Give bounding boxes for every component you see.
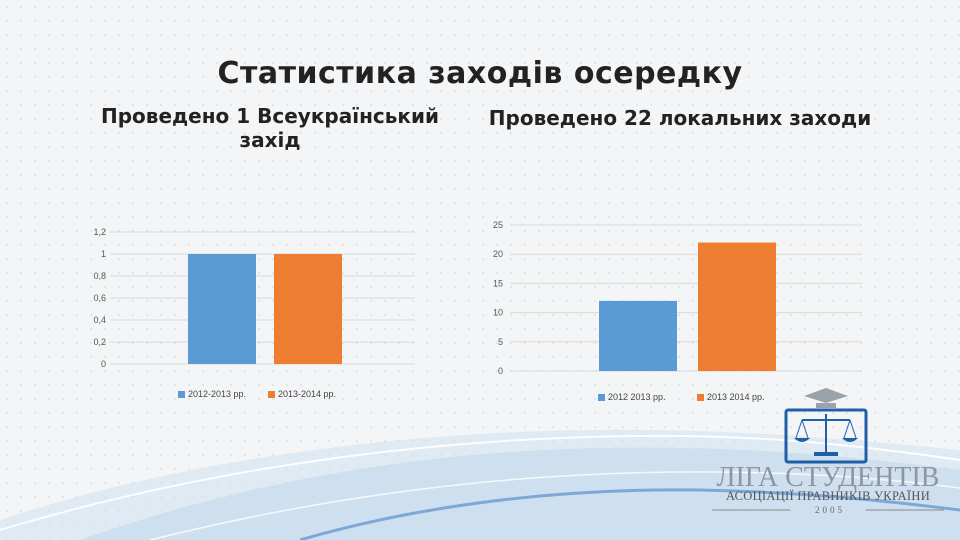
decorative-swoosh xyxy=(0,429,960,540)
bar xyxy=(188,254,256,364)
legend-label: 2013-2014 рр. xyxy=(278,389,336,399)
y-tick-label: 0,2 xyxy=(93,337,106,347)
y-tick-label: 0 xyxy=(101,359,106,369)
logo-title: ЛІГА СТУДЕНТІВ xyxy=(717,462,940,493)
y-tick-label: 0,8 xyxy=(93,271,106,281)
y-tick-label: 0,4 xyxy=(93,315,106,325)
y-tick-label: 0 xyxy=(498,366,503,376)
logo: ЛІГА СТУДЕНТІВ АСОЦІАЦІЇ ПРАВНИКІВ УКРАЇ… xyxy=(712,388,944,515)
chart-2-subtitle: Проведено 22 локальних заходи xyxy=(488,106,872,130)
slide-title: Статистика заходів осередку xyxy=(217,56,743,91)
y-tick-label: 15 xyxy=(493,278,503,288)
legend-swatch xyxy=(268,391,275,398)
chart-1: 0 0,2 0,4 0,6 0,8 1 1,2 2012-2013 рр. 2013-2014 … xyxy=(93,227,415,399)
legend-swatch xyxy=(697,394,704,401)
logo-subtitle: АСОЦІАЦІЇ ПРАВНИКІВ УКРАЇНИ xyxy=(726,489,930,503)
bar xyxy=(698,242,776,371)
scales-emblem-icon xyxy=(784,388,868,464)
y-tick-label: 1,2 xyxy=(93,227,106,237)
y-tick-label: 20 xyxy=(493,249,503,259)
bar xyxy=(599,300,677,371)
chart-2: 0 5 10 15 20 25 2012 2013 рр. 2013 2014 рр. xyxy=(493,220,862,402)
y-tick-label: 0,6 xyxy=(93,293,106,303)
legend-label: 2013 2014 рр. xyxy=(707,392,765,402)
bar xyxy=(274,254,342,364)
legend-label: 2012-2013 рр. xyxy=(188,389,246,399)
y-tick-label: 25 xyxy=(493,220,503,230)
chart-1-subtitle: Проведено 1 Всеукраїнський захід xyxy=(101,104,439,152)
legend-label: 2012 2013 рр. xyxy=(608,392,666,402)
y-tick-label: 10 xyxy=(493,308,503,318)
legend-swatch xyxy=(598,394,605,401)
legend-swatch xyxy=(178,391,185,398)
y-tick-label: 5 xyxy=(498,337,503,347)
y-tick-label: 1 xyxy=(101,249,106,259)
logo-year: 2005 xyxy=(815,505,845,515)
